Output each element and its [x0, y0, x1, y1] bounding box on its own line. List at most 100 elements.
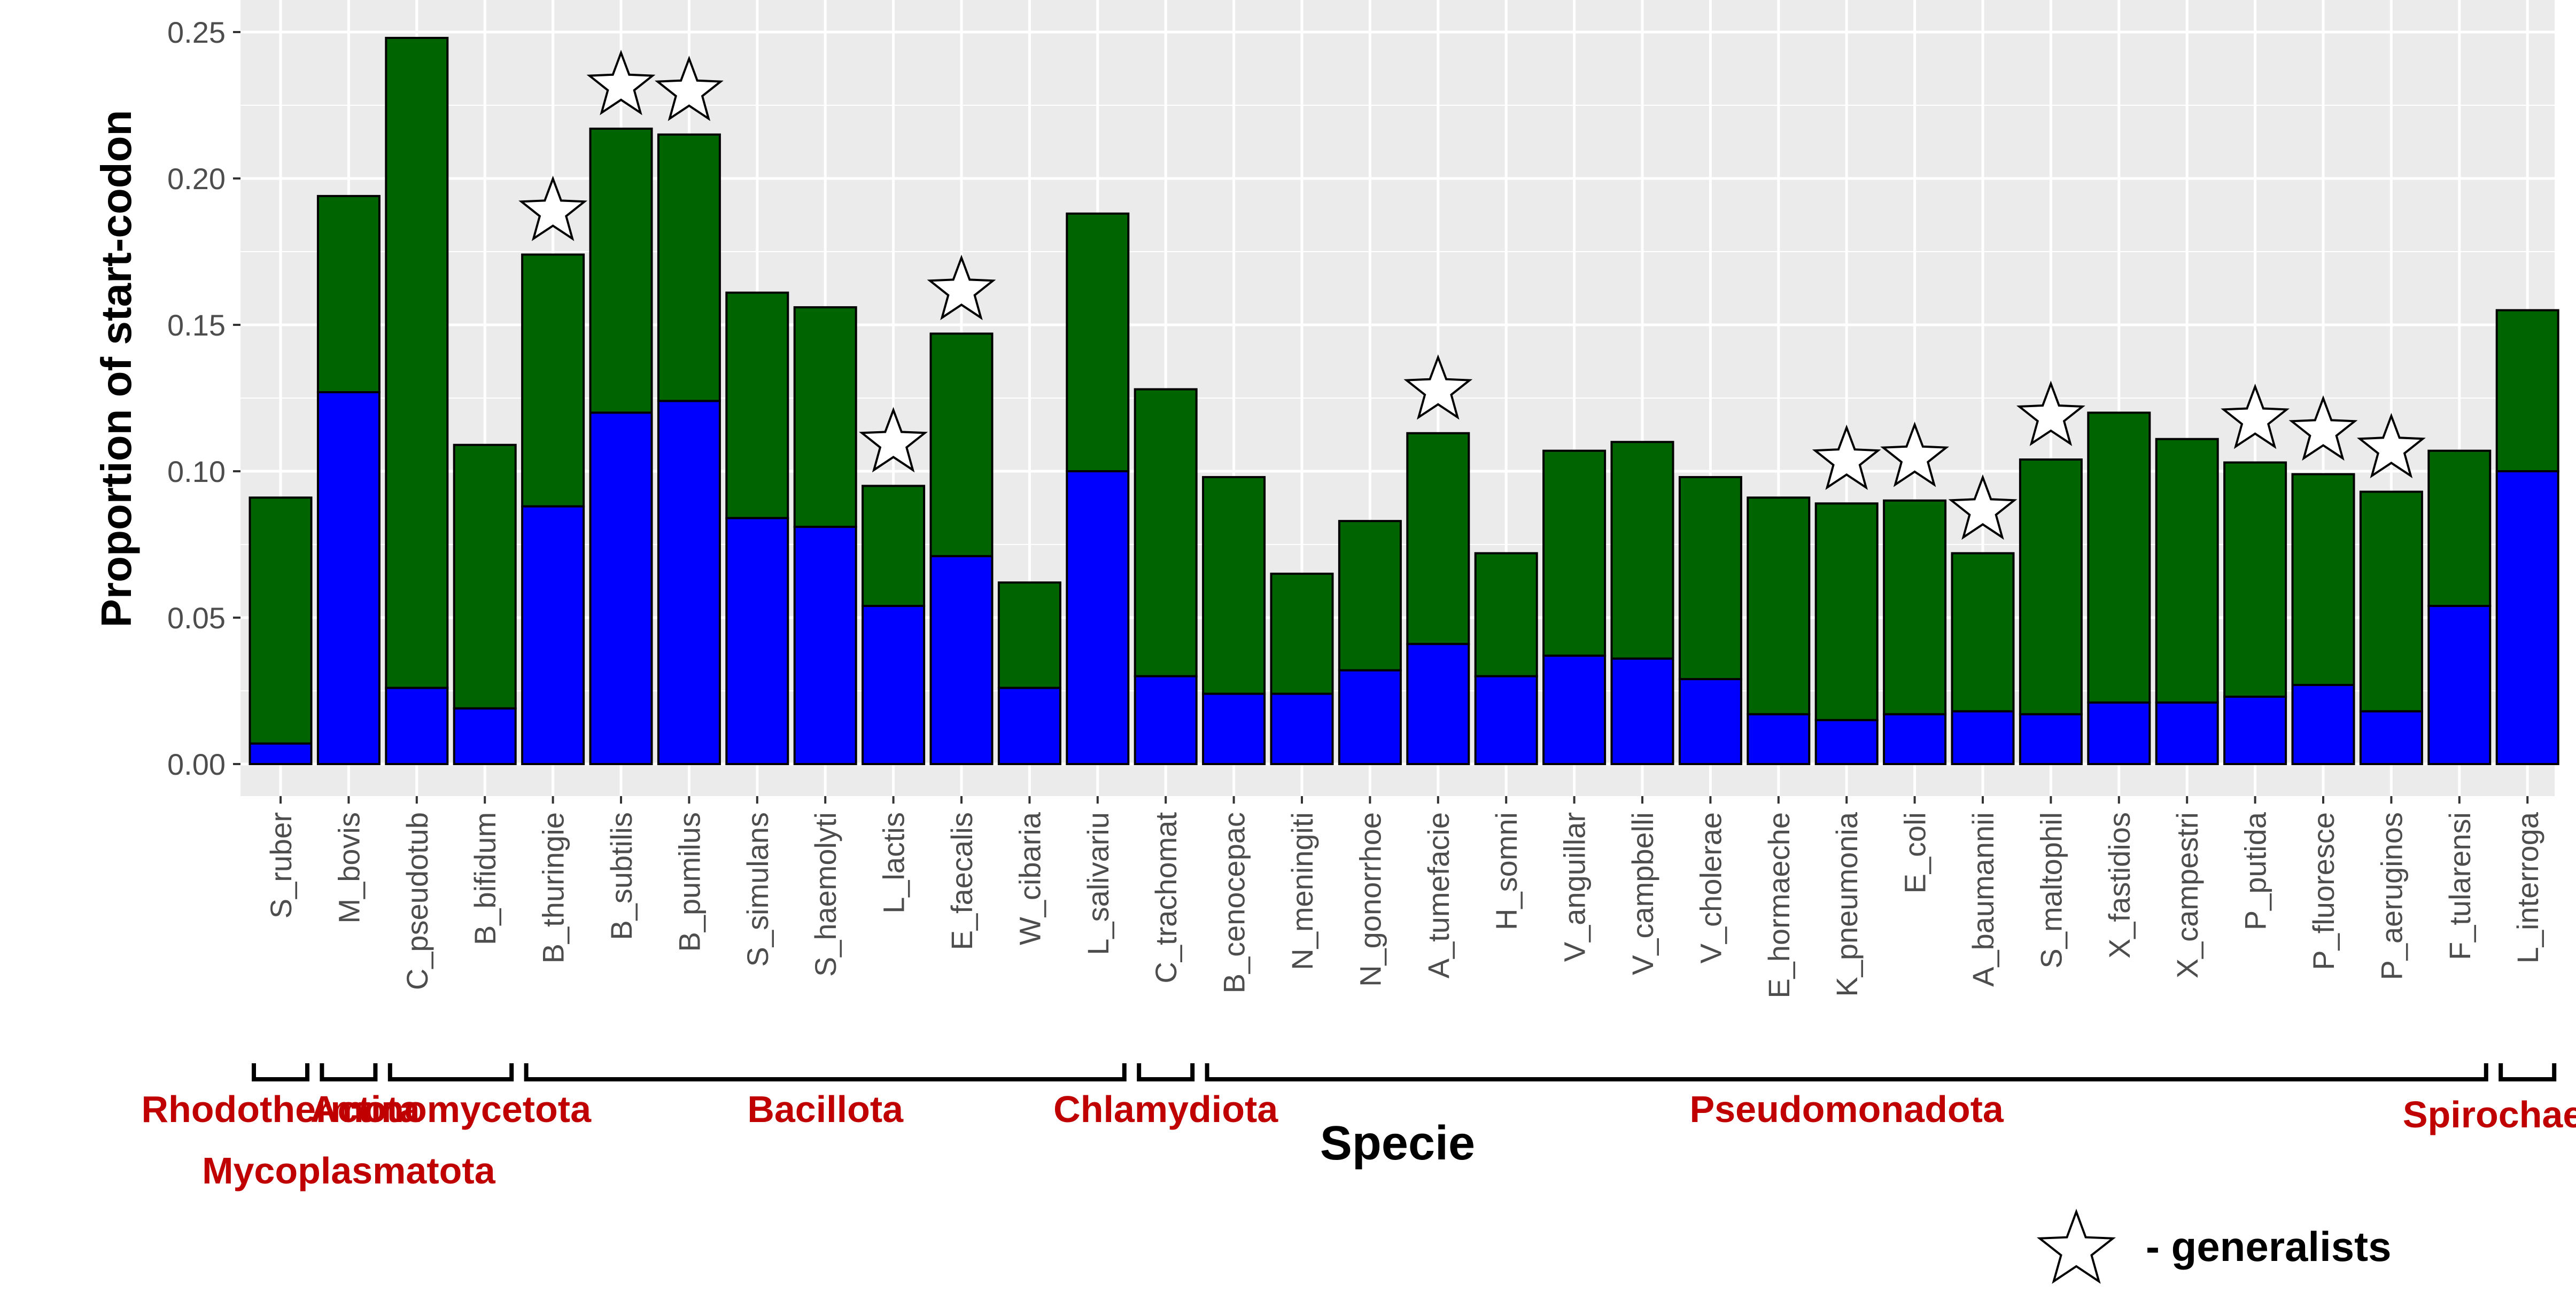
- y-tick-label: 0.05: [167, 601, 226, 635]
- bar-upper-segment: [2155, 438, 2219, 704]
- bar-lower-segment: [862, 605, 926, 765]
- x-tick-label: P_putida: [2239, 812, 2272, 930]
- bar-upper-segment: [589, 127, 653, 414]
- phylum-label: Actinomycetota: [311, 1088, 592, 1130]
- bar-upper-segment: [453, 443, 517, 710]
- x-tick-label: B_pumilus: [672, 812, 706, 952]
- phylum-label: Chlamydiota: [1053, 1088, 1278, 1130]
- bar-lower-segment: [1678, 678, 1742, 765]
- bar-lower-segment: [1883, 713, 1947, 765]
- star-icon: [927, 254, 996, 321]
- phylum-bracket: [1137, 1063, 1195, 1081]
- bar-lower-segment: [1202, 692, 1266, 765]
- bar-lower-segment: [1951, 710, 2015, 765]
- x-tick-label: L_interroga: [2511, 812, 2544, 963]
- bar-lower-segment: [725, 517, 789, 765]
- x-tick-label: N_meningiti: [1285, 812, 1319, 970]
- x-tick-label: W_cibaria: [1013, 812, 1046, 945]
- x-tick-label: M_bovis: [332, 812, 366, 924]
- bar-lower-segment: [453, 707, 517, 766]
- star-icon: [2037, 1209, 2116, 1284]
- y-axis: 0.00 0.05 0.10 0.15 0.20 0.25: [167, 15, 240, 781]
- star-icon: [2221, 383, 2290, 449]
- x-tick-label: N_gonorrhoe: [1353, 812, 1387, 987]
- bar-lower-segment: [1134, 675, 1198, 765]
- bar-lower-segment: [2495, 470, 2559, 765]
- bar-upper-segment: [2019, 458, 2083, 715]
- bar-lower-segment: [793, 526, 857, 765]
- y-tick-label: 0.20: [167, 162, 226, 196]
- bar-upper-segment: [1814, 502, 1879, 721]
- bar-upper-segment: [1270, 572, 1334, 695]
- x-tick-label: X_campestri: [2170, 812, 2204, 978]
- x-tick-label: E_coli: [1898, 812, 1932, 894]
- x-tick-label: E_hormaeche: [1762, 812, 1796, 999]
- bar-lower-segment: [1814, 719, 1879, 766]
- phylum-label: Mycoplasmatota: [202, 1150, 496, 1191]
- bar-lower-segment: [521, 505, 585, 765]
- bar-upper-segment: [2359, 490, 2423, 713]
- x-tick-label: B_subtilis: [604, 812, 638, 940]
- x-tick-label: E_faecalis: [945, 812, 979, 950]
- bar-upper-segment: [385, 36, 449, 689]
- bar-lower-segment: [1338, 669, 1402, 766]
- star-icon: [654, 56, 724, 121]
- x-tick-label: V_anguillar: [1558, 812, 1592, 962]
- x-tick-label: A_baumannii: [1966, 812, 2000, 987]
- phylum-bracket: [252, 1063, 309, 1081]
- bar-lower-segment: [1406, 643, 1470, 765]
- star-icon: [518, 175, 588, 242]
- bar-lower-segment: [1610, 657, 1674, 765]
- bars: [249, 36, 2559, 766]
- bar-upper-segment: [521, 253, 585, 508]
- bar-lower-segment: [1542, 655, 1607, 765]
- bar-upper-segment: [1951, 552, 2015, 713]
- x-axis-title: Specie: [1320, 1117, 1475, 1170]
- bar-upper-segment: [1338, 520, 1402, 672]
- x-tick-label: A_tumefacie: [1422, 812, 1455, 978]
- bar-upper-segment: [2427, 449, 2492, 607]
- bar-upper-segment: [2223, 461, 2287, 698]
- x-tick-label: X_fastidios: [2102, 812, 2136, 959]
- bar-lower-segment: [2291, 684, 2355, 766]
- star-icon: [1812, 424, 1881, 490]
- phylum-bracket: [1205, 1063, 2488, 1081]
- star-icon: [859, 407, 928, 473]
- bar-upper-segment: [1542, 449, 1607, 657]
- bar-upper-segment: [2087, 411, 2151, 704]
- x-tick-label: B_cenocepac: [1217, 812, 1251, 993]
- x-tick-label: C_pseudotub: [400, 812, 434, 990]
- x-tick-label: B_thuringie: [537, 812, 570, 963]
- bar-lower-segment: [2019, 713, 2083, 765]
- bar-upper-segment: [1883, 499, 1947, 715]
- bar-lower-segment: [2087, 701, 2151, 766]
- bar-upper-segment: [2291, 473, 2355, 687]
- star-icon: [586, 50, 656, 115]
- bar-upper-segment: [249, 496, 313, 745]
- bar-lower-segment: [589, 411, 653, 765]
- bar-lower-segment: [1270, 692, 1334, 765]
- x-tick-label: S_haemolyti: [809, 812, 842, 977]
- bar-upper-segment: [1678, 476, 1742, 681]
- bar-lower-segment: [2427, 605, 2492, 765]
- bar-lower-segment: [385, 687, 449, 766]
- x-tick-label: L_lactis: [877, 812, 911, 914]
- x-tick-label: S_simulans: [741, 812, 774, 967]
- bar-lower-segment: [1066, 470, 1130, 765]
- generalist-stars: [518, 50, 2426, 540]
- x-tick-label: S_ruber: [264, 812, 298, 918]
- phylum-bracket: [524, 1063, 1127, 1081]
- y-axis-title: Proportion of start-codon: [92, 110, 140, 628]
- phylum-label: Bacillota: [747, 1088, 904, 1130]
- bar-upper-segment: [1202, 476, 1266, 695]
- bar-upper-segment: [997, 581, 1061, 689]
- bar-upper-segment: [1474, 552, 1538, 677]
- star-icon: [2288, 395, 2358, 461]
- x-tick-label: V_campbelli: [1626, 812, 1659, 975]
- x-tick-label: K_pneumonia: [1830, 812, 1864, 996]
- bar-upper-segment: [725, 291, 789, 519]
- phylum-label: Rhodothermota: [141, 1088, 420, 1130]
- phylum-bracket: [387, 1063, 514, 1081]
- x-tick-label: S_maltophil: [2034, 812, 2068, 969]
